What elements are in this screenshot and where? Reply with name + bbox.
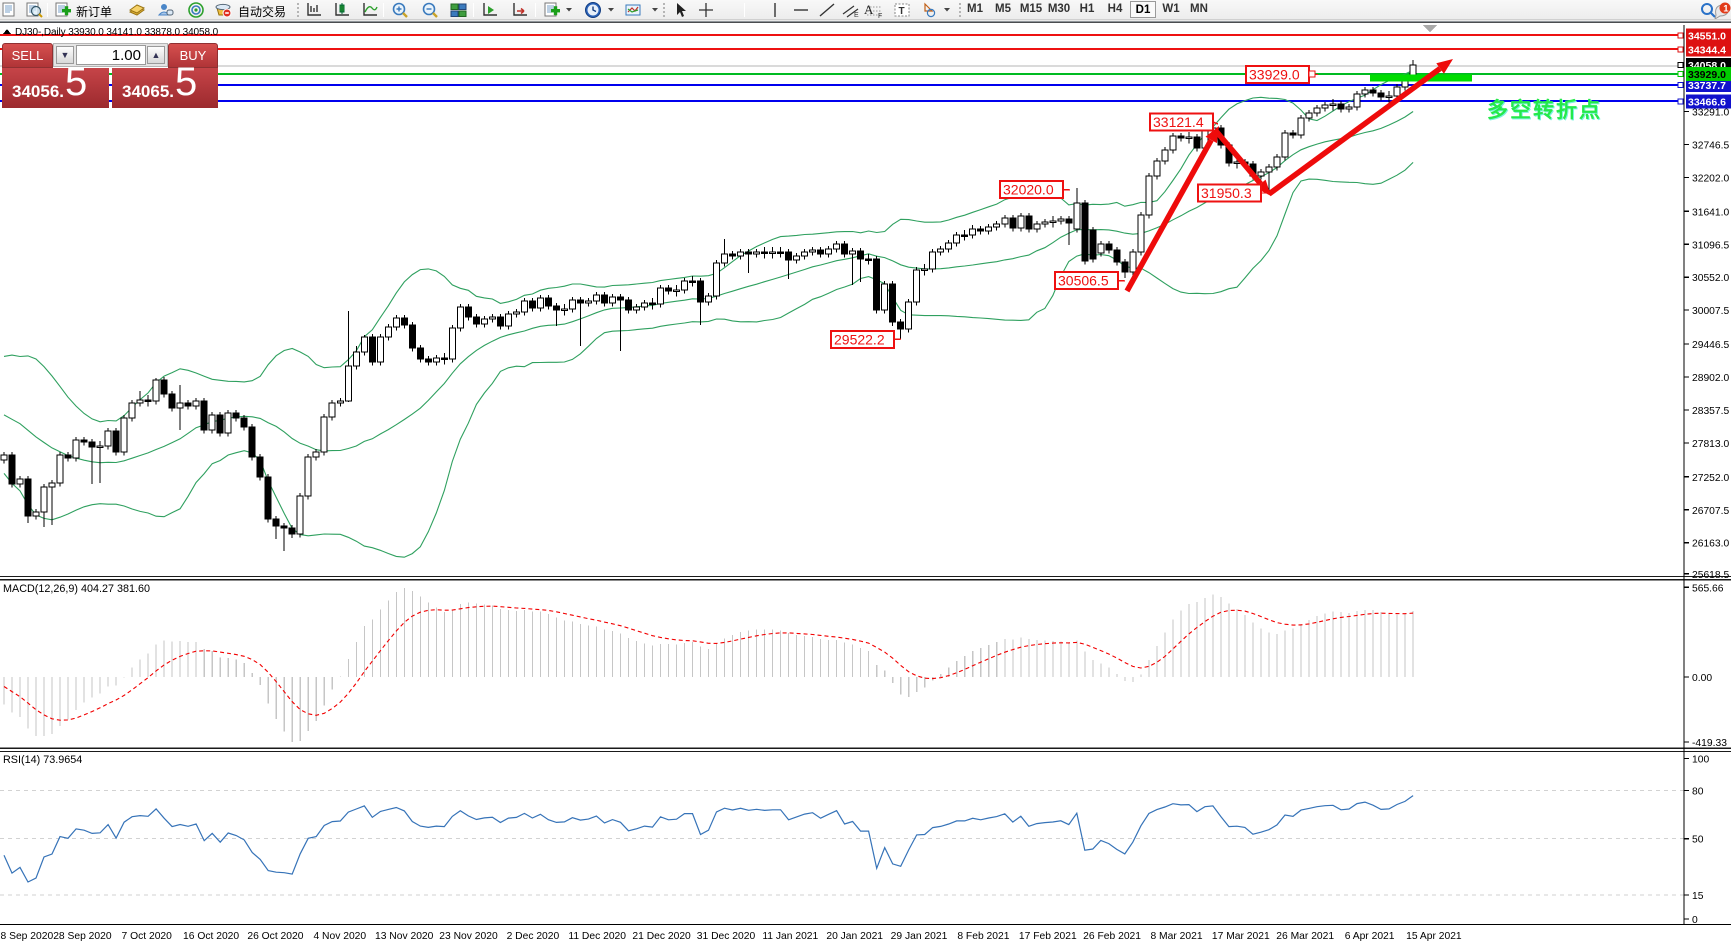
svg-text:32746.5: 32746.5	[1692, 140, 1729, 151]
svg-text:565.66: 565.66	[1692, 583, 1724, 594]
svg-text:1: 1	[1723, 4, 1729, 15]
svg-text:34551.0: 34551.0	[1688, 31, 1726, 43]
svg-text:6 Apr 2021: 6 Apr 2021	[1345, 931, 1395, 942]
svg-text:0.00: 0.00	[1692, 673, 1712, 684]
svg-text:17 Feb 2021: 17 Feb 2021	[1019, 931, 1077, 942]
svg-text:29 Jan 2021: 29 Jan 2021	[891, 931, 948, 942]
svg-text:31641.0: 31641.0	[1692, 207, 1729, 218]
svg-text:13 Nov 2020: 13 Nov 2020	[375, 931, 434, 942]
svg-text:33121.4: 33121.4	[1153, 114, 1204, 130]
svg-text:30007.5: 30007.5	[1692, 306, 1729, 317]
svg-text:33466.6: 33466.6	[1688, 97, 1726, 109]
svg-text:31950.3: 31950.3	[1201, 185, 1252, 201]
svg-text:100: 100	[1692, 754, 1709, 765]
svg-text:17 Mar 2021: 17 Mar 2021	[1212, 931, 1270, 942]
svg-text:多空转折点: 多空转折点	[1487, 98, 1602, 122]
svg-text:28 Sep 2020: 28 Sep 2020	[53, 931, 112, 942]
svg-text:16 Oct 2020: 16 Oct 2020	[183, 931, 239, 942]
svg-text:11 Dec 2020: 11 Dec 2020	[568, 931, 626, 942]
svg-text:50: 50	[1692, 835, 1704, 846]
svg-text:26163.0: 26163.0	[1692, 539, 1729, 550]
svg-text:2 Dec 2020: 2 Dec 2020	[507, 931, 560, 942]
svg-text:33291.0: 33291.0	[1692, 108, 1729, 119]
svg-text:29446.5: 29446.5	[1692, 340, 1729, 351]
svg-text:31096.5: 31096.5	[1692, 240, 1729, 251]
svg-text:32020.0: 32020.0	[1003, 182, 1054, 198]
svg-text:DJ30-,Daily 33930.0 34141.0 3: DJ30-,Daily 33930.0 34141.0 33878.0 3405…	[15, 27, 219, 38]
svg-text:4 Nov 2020: 4 Nov 2020	[313, 931, 366, 942]
svg-text:15 Apr 2021: 15 Apr 2021	[1406, 931, 1462, 942]
svg-text:8 Feb 2021: 8 Feb 2021	[957, 931, 1009, 942]
svg-text:RSI(14) 73.9654: RSI(14) 73.9654	[3, 754, 82, 766]
svg-text:T: T	[899, 6, 905, 17]
svg-text:32202.0: 32202.0	[1692, 173, 1729, 184]
svg-text:33929.0: 33929.0	[1249, 67, 1300, 83]
svg-text:26 Mar 2021: 26 Mar 2021	[1276, 931, 1334, 942]
svg-text:8 Sep 2020: 8 Sep 2020	[1, 931, 54, 942]
svg-text:29522.2: 29522.2	[834, 332, 885, 348]
svg-text:MACD(12,26,9) 404.27 381.60: MACD(12,26,9) 404.27 381.60	[3, 583, 150, 595]
svg-text:7 Oct 2020: 7 Oct 2020	[122, 931, 173, 942]
svg-text:26 Oct 2020: 26 Oct 2020	[247, 931, 303, 942]
svg-text:20 Jan 2021: 20 Jan 2021	[826, 931, 883, 942]
svg-text:30506.5: 30506.5	[1058, 273, 1109, 289]
svg-text:21 Dec 2020: 21 Dec 2020	[632, 931, 691, 942]
svg-text:26707.5: 26707.5	[1692, 506, 1729, 517]
svg-text:33929.0: 33929.0	[1688, 69, 1726, 81]
svg-text:26 Feb 2021: 26 Feb 2021	[1083, 931, 1141, 942]
svg-text:30552.0: 30552.0	[1692, 273, 1729, 284]
svg-text:多空转折点: 多空转折点	[1488, 99, 1603, 123]
svg-text:34344.4: 34344.4	[1688, 45, 1726, 57]
svg-text:28357.5: 28357.5	[1692, 406, 1729, 417]
svg-text:0: 0	[1692, 915, 1698, 926]
svg-text:F: F	[878, 13, 882, 18]
svg-text:33737.7: 33737.7	[1688, 80, 1726, 92]
svg-text:27252.0: 27252.0	[1692, 473, 1729, 484]
svg-text:15: 15	[1692, 891, 1704, 902]
svg-text:25618.5: 25618.5	[1692, 570, 1729, 581]
svg-text:8 Mar 2021: 8 Mar 2021	[1150, 931, 1202, 942]
svg-text:11 Jan 2021: 11 Jan 2021	[762, 931, 818, 942]
svg-text:E: E	[854, 12, 859, 18]
svg-text:28902.0: 28902.0	[1692, 373, 1729, 384]
svg-text:-419.33: -419.33	[1692, 738, 1727, 749]
svg-text:27813.0: 27813.0	[1692, 439, 1729, 450]
svg-text:80: 80	[1692, 787, 1704, 798]
svg-text:31 Dec 2020: 31 Dec 2020	[697, 931, 756, 942]
svg-text:23 Nov 2020: 23 Nov 2020	[439, 931, 498, 942]
